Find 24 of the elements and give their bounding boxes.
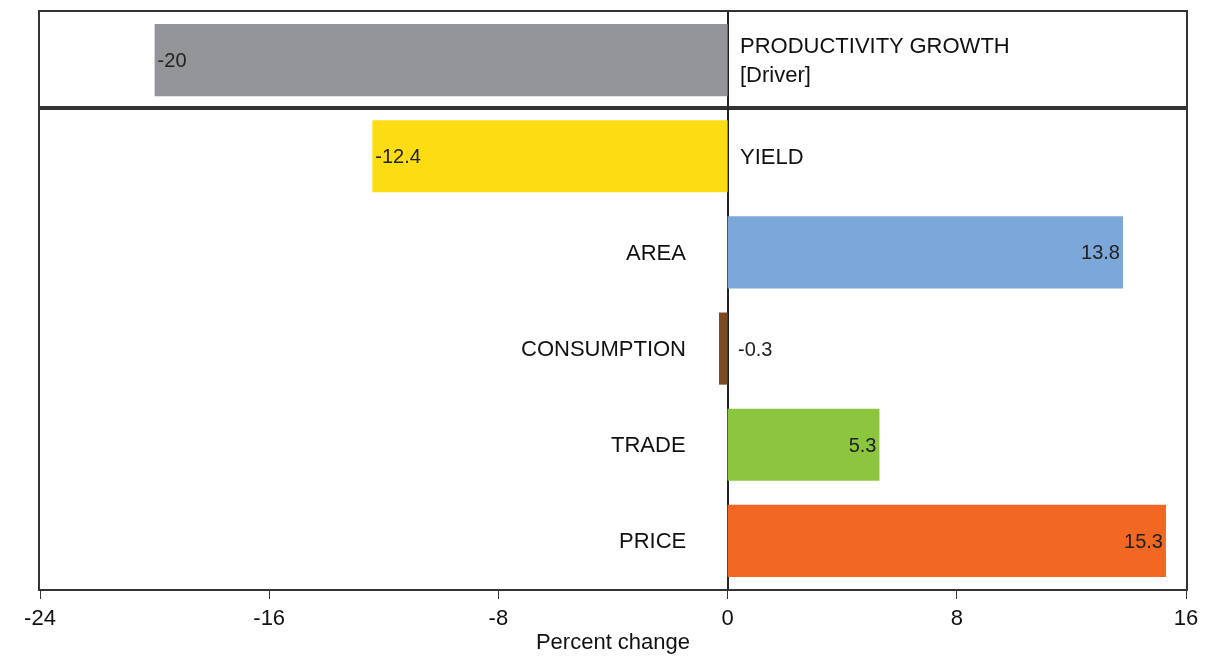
data-label: 13.8	[1081, 241, 1120, 264]
data-label: -0.3	[738, 338, 773, 360]
x-tick-label: 16	[1173, 605, 1199, 631]
bar	[727, 504, 1166, 577]
data-label: 5.3	[848, 433, 877, 456]
category-label: AREA	[626, 240, 686, 265]
bar	[719, 312, 728, 385]
bar	[372, 120, 728, 193]
x-axis-title: Percent change	[535, 628, 691, 654]
category-label: TRADE	[611, 432, 686, 457]
x-tick-label: 8	[950, 605, 963, 631]
data-label: 15.3	[1124, 529, 1163, 552]
bar	[727, 216, 1123, 289]
category-label: PRODUCTIVITY GROWTH [Driver]	[740, 33, 1010, 87]
category-label: CONSUMPTION	[521, 336, 686, 361]
x-tick-label: -8	[488, 605, 509, 631]
x-tick-label: -16	[253, 605, 286, 631]
x-tick-label: 0	[721, 605, 734, 631]
x-tick-label: -24	[24, 605, 56, 631]
data-label: -12.4	[375, 145, 421, 168]
data-label: -20	[157, 49, 187, 72]
bar	[727, 408, 880, 481]
category-label: YIELD	[740, 144, 804, 169]
category-label: PRICE	[619, 528, 687, 553]
